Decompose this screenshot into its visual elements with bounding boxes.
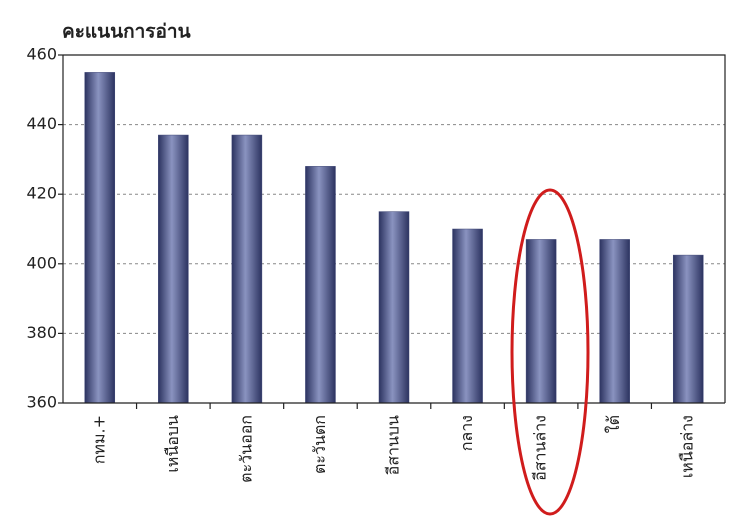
- bar: [378, 211, 410, 404]
- x-tick-label: อีสานล่าง: [531, 415, 550, 481]
- y-tick-label: 420: [26, 184, 57, 203]
- x-tick-label: เหนือล่าง: [678, 415, 697, 478]
- bar: [599, 239, 630, 404]
- x-tick-label: กทม.+: [89, 415, 108, 464]
- bar: [672, 254, 704, 404]
- y-tick-label: 440: [26, 114, 57, 133]
- highlight-ellipse: [510, 188, 590, 516]
- bar: [525, 239, 557, 404]
- x-tick-label: ใต้: [604, 415, 623, 433]
- x-tick-label: อีสานบน: [384, 415, 403, 475]
- bar: [158, 134, 189, 404]
- x-tick-label: ตะวันตก: [310, 415, 329, 474]
- bar: [231, 134, 263, 404]
- plot-border: [63, 54, 726, 403]
- y-tick-label: 400: [26, 253, 57, 272]
- x-tick-label: เหนือบน: [163, 415, 182, 473]
- bar: [84, 72, 116, 404]
- x-tick-label: ตะวันออก: [236, 415, 255, 483]
- y-tick-label: 380: [26, 323, 57, 342]
- y-tick-label: 460: [26, 45, 57, 64]
- bar: [305, 166, 336, 404]
- bar: [452, 228, 483, 404]
- x-tick-label: กลาง: [457, 415, 476, 451]
- chart-title: คะแนนการอ่าน: [62, 21, 191, 43]
- y-tick-label: 360: [26, 393, 57, 412]
